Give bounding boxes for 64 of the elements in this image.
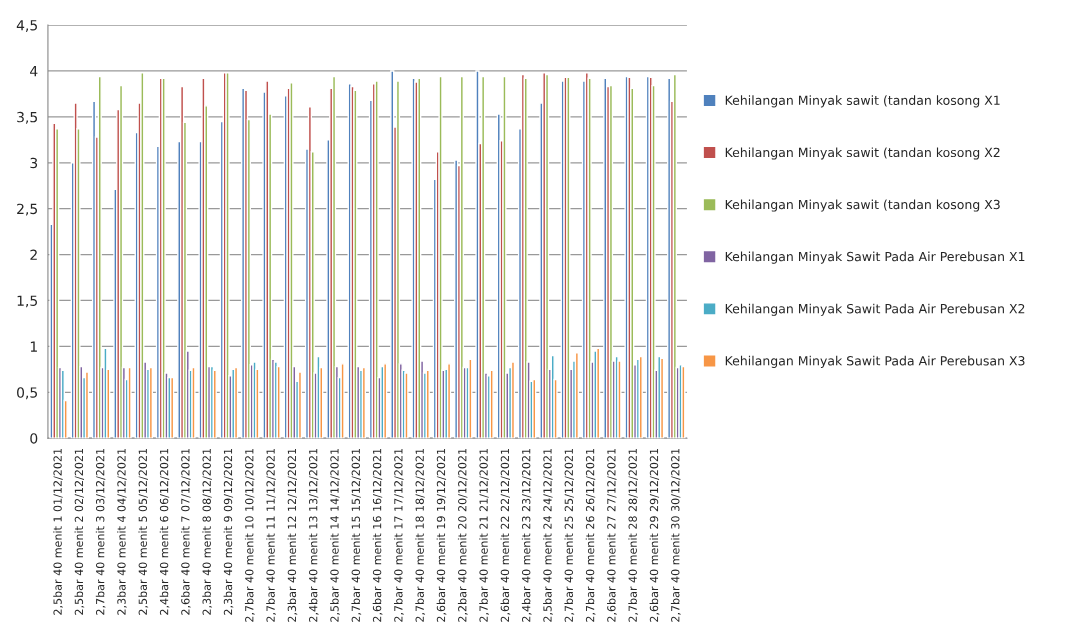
y-tick-label: 2,5 bbox=[17, 203, 37, 216]
x-tick-label: 2,7bar 40 menit 17 17/12/2021 bbox=[394, 448, 404, 622]
bar bbox=[331, 75, 337, 439]
y-tick-label: 3,5 bbox=[17, 111, 37, 124]
bar bbox=[459, 75, 464, 439]
x-tick-label: 2,7bar 40 menit 25 25/12/2021 bbox=[564, 448, 575, 622]
bar bbox=[289, 82, 294, 439]
x-tick-label: 2,5bar 40 menit 24 24/12/2021 bbox=[543, 448, 553, 622]
y-tick-label: 4 bbox=[30, 66, 38, 77]
x-tick-label: 2,5bar 40 menit 14 14/12/2021 bbox=[330, 448, 340, 622]
x-tick-label: 2,5bar 40 menit 2 02/12/2021 bbox=[74, 448, 85, 615]
bar bbox=[617, 360, 622, 439]
x-tick-label: 2,3bar 40 menit 4 04/12/2021 bbox=[117, 448, 127, 615]
legend-label: Kehilangan Minyak sawit (tandan kosong X2 bbox=[725, 147, 1000, 160]
x-tick-label: 2,2bar 40 menit 20 20/12/2021 bbox=[457, 448, 468, 622]
x-tick-label: 2,7bar 40 menit 10 10/12/2021 bbox=[244, 448, 255, 622]
x-tick-label: 2,7bar 40 menit 21 21/12/2021 bbox=[479, 448, 489, 622]
x-tick-label: 2,5bar 40 menit 1 01/12/2021 bbox=[53, 448, 63, 615]
legend-label: Kehilangan Minyak sawit (tandan kosong X1 bbox=[725, 95, 1000, 108]
bar bbox=[276, 365, 281, 439]
y-tick-label: 4,5 bbox=[16, 20, 37, 32]
y-tick-label: 3 bbox=[30, 157, 38, 169]
x-tick-label: 2,7bar 40 menit 28 28/12/2021 bbox=[628, 448, 639, 622]
bar bbox=[510, 361, 516, 439]
y-tick-label: 1,5 bbox=[17, 295, 37, 308]
bar bbox=[297, 371, 303, 439]
bar bbox=[468, 358, 473, 439]
bar bbox=[353, 89, 358, 439]
y-tick-label: 1 bbox=[30, 341, 37, 352]
x-tick-label: 2,4bar 40 menit 6 06/12/2021 bbox=[159, 448, 170, 615]
x-tick-label: 2,3bar 40 menit 9 09/12/2021 bbox=[223, 448, 234, 615]
legend-label: Kehilangan Minyak Sawit Pada Air Perebusan X3 bbox=[725, 355, 1025, 368]
bar bbox=[140, 72, 145, 439]
x-tick-label: 2,6bar 40 menit 19 19/12/2021 bbox=[436, 448, 447, 622]
legend-label: Kehilangan Minyak Sawit Pada Air Perebusan X2 bbox=[725, 303, 1025, 316]
x-tick-label: 2,7bar 40 menit 15 15/12/2021 bbox=[351, 448, 362, 622]
x-tick-label: 2,7bar 40 menit 30 30/12/2021 bbox=[670, 448, 681, 622]
x-tick-label: 2,6bar 40 menit 7 07/12/2021 bbox=[181, 448, 191, 615]
x-tick-label: 2,7bar 40 menit 3 03/12/2021 bbox=[95, 448, 106, 615]
y-tick-label: 2 bbox=[30, 249, 37, 260]
x-tick-label: 2,7bar 40 menit 11 11/12/2021 bbox=[266, 448, 276, 622]
x-tick-label: 2,7bar 40 menit 26 26/12/2021 bbox=[585, 448, 596, 622]
bar bbox=[212, 369, 217, 439]
x-tick-label: 2,3bar 40 menit 8 08/12/2021 bbox=[202, 448, 213, 615]
x-tick-label: 2,6bar 40 menit 27 27/12/2021 bbox=[607, 448, 617, 622]
x-tick-label: 2,4bar 40 menit 13 13/12/2021 bbox=[308, 448, 319, 622]
legend-label: Kehilangan Minyak Sawit Pada Air Perebusan X1 bbox=[725, 251, 1025, 264]
x-tick-label: 2,7bar 40 menit 18 18/12/2021 bbox=[415, 448, 426, 622]
y-tick-label: 0,5 bbox=[17, 387, 37, 400]
bar bbox=[574, 352, 579, 439]
x-tick-label: 2,3bar 40 menit 12 12/12/2021 bbox=[287, 448, 298, 622]
bar bbox=[118, 84, 124, 439]
x-tick-label: 2,4bar 40 menit 23 23/12/2021 bbox=[521, 448, 532, 622]
x-tick-label: 2,6bar 40 menit 29 29/12/2021 bbox=[649, 448, 660, 622]
bar bbox=[395, 80, 401, 439]
bar bbox=[84, 371, 90, 439]
bar bbox=[489, 369, 494, 439]
legend-label: Kehilangan Minyak sawit (tandan kosong X3 bbox=[725, 199, 1000, 212]
y-tick-label: 0 bbox=[30, 433, 38, 444]
bar bbox=[438, 75, 443, 439]
x-tick-label: 2,5bar 40 menit 5 05/12/2021 bbox=[138, 448, 149, 615]
bar bbox=[446, 363, 452, 439]
x-tick-label: 2,6bar 40 menit 22 22/12/2021 bbox=[500, 448, 511, 622]
x-tick-label: 2,6bar 40 menit 16 16/12/2021 bbox=[372, 448, 383, 622]
